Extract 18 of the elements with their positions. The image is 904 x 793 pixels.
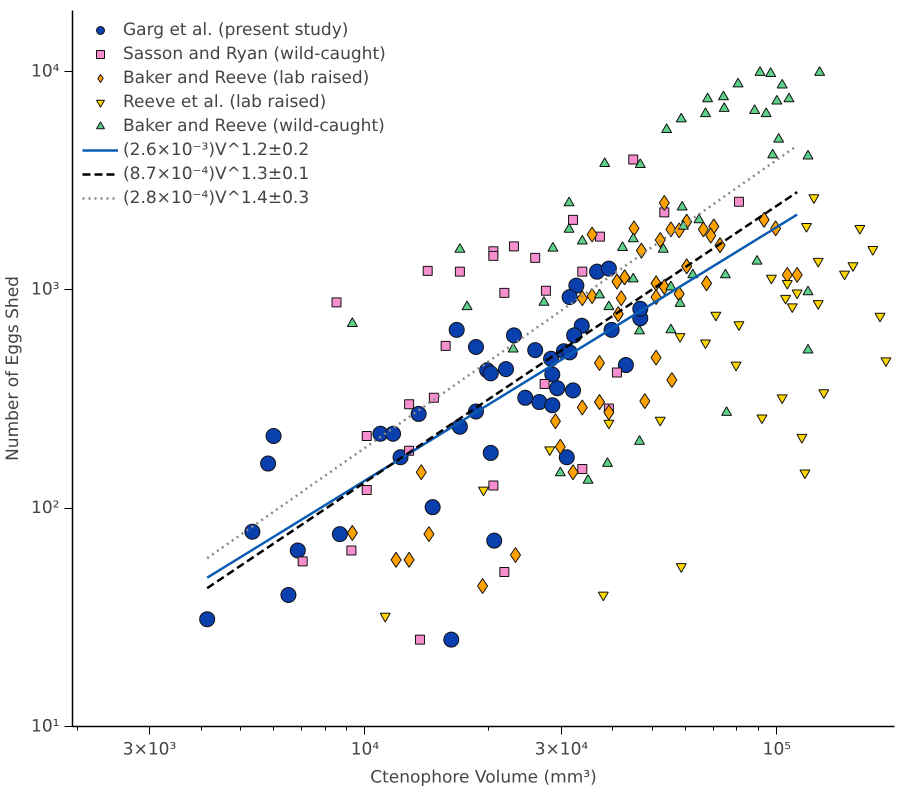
y-tick-label: 10² [31, 498, 60, 518]
legend-label: (2.8×10⁻⁴)V^1.4±0.3 [123, 188, 310, 208]
legend-label: Sasson and Ryan (wild-caught) [123, 44, 386, 64]
y-tick-label: 10⁴ [31, 61, 60, 82]
y-axis-title: Number of Eggs Shed [3, 276, 24, 461]
x-tick-label: 10⁴ [350, 740, 380, 760]
legend-label: (2.6×10⁻³)V^1.2±0.2 [123, 140, 310, 160]
x-axis-title: Ctenophore Volume (mm³) [370, 768, 597, 788]
legend-label: Garg et al. (present study) [123, 20, 348, 40]
legend-label: Baker and Reeve (lab raised) [123, 68, 370, 88]
legend-label: Baker and Reeve (wild-caught) [123, 116, 385, 136]
y-tick-label: 10¹ [31, 716, 60, 736]
y-tick-label: 10³ [31, 280, 60, 300]
x-tick-label: 10⁵ [762, 740, 792, 760]
legend-label: Reeve et al. (lab raised) [123, 92, 326, 112]
x-tick-label: 3×10⁴ [534, 740, 588, 760]
legend-label: (8.7×10⁻⁴)V^1.3±0.1 [123, 164, 310, 184]
x-tick-label: 3×10³ [122, 740, 176, 760]
